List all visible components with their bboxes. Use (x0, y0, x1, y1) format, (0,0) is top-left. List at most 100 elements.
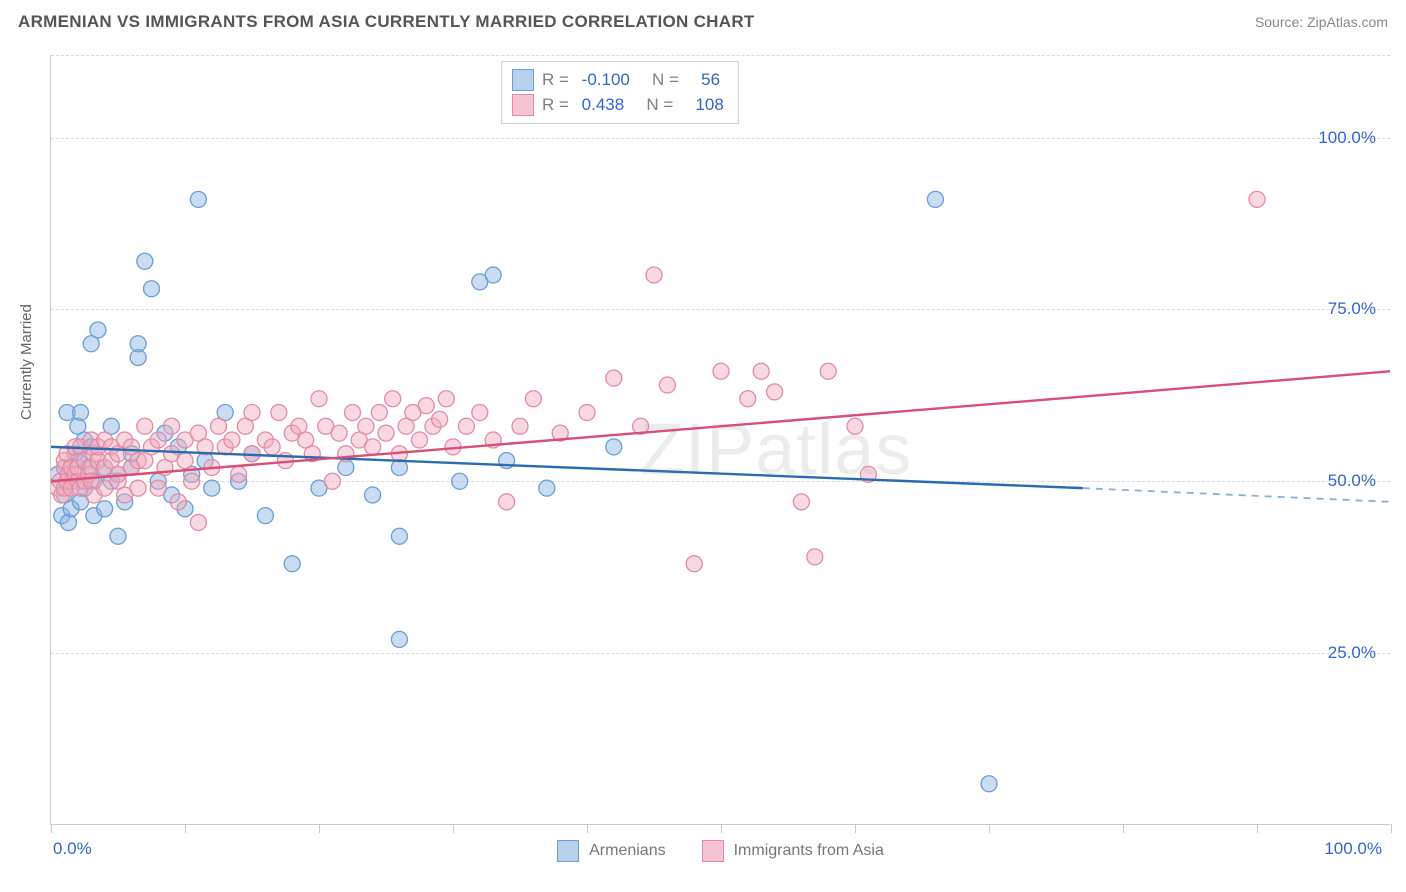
stat-n-value: 56 (692, 68, 720, 93)
x-tick (51, 824, 52, 833)
data-point (284, 556, 300, 572)
data-point (190, 191, 206, 207)
data-point (767, 384, 783, 400)
data-point (418, 398, 434, 414)
data-point (499, 494, 515, 510)
data-point (512, 418, 528, 434)
data-point (412, 432, 428, 448)
x-tick (1123, 824, 1124, 833)
data-point (472, 405, 488, 421)
x-tick (989, 824, 990, 833)
data-point (579, 405, 595, 421)
data-point (130, 336, 146, 352)
stats-row: R = -0.100 N = 56 (512, 68, 724, 93)
data-point (90, 322, 106, 338)
data-point (606, 439, 622, 455)
data-point (847, 418, 863, 434)
data-point (72, 405, 88, 421)
x-tick (721, 824, 722, 833)
legend-item: Immigrants from Asia (702, 840, 884, 862)
data-point (452, 473, 468, 489)
data-point (740, 391, 756, 407)
stats-row: R = 0.438 N = 108 (512, 93, 724, 118)
data-point (539, 480, 555, 496)
data-point (150, 480, 166, 496)
data-point (271, 405, 287, 421)
data-point (438, 391, 454, 407)
correlation-stats-box: R = -0.100 N = 56R = 0.438 N = 108 (501, 61, 739, 124)
data-point (646, 267, 662, 283)
stat-n-label: N = (632, 93, 678, 118)
data-point (686, 556, 702, 572)
source-attribution: Source: ZipAtlas.com (1255, 14, 1388, 30)
data-point (345, 405, 361, 421)
plot-area: ZIPatlas R = -0.100 N = 56R = 0.438 N = … (50, 55, 1390, 825)
data-point (606, 370, 622, 386)
data-point (331, 425, 347, 441)
data-point (150, 432, 166, 448)
data-point (244, 405, 260, 421)
x-tick (855, 824, 856, 833)
legend-label: Armenians (589, 842, 665, 860)
x-tick (587, 824, 588, 833)
legend-swatch (702, 840, 724, 862)
data-point (365, 439, 381, 455)
data-point (358, 418, 374, 434)
data-point (97, 501, 113, 517)
data-point (391, 528, 407, 544)
data-point (177, 453, 193, 469)
data-point (981, 776, 997, 792)
data-point (137, 418, 153, 434)
data-point (485, 267, 501, 283)
y-tick-label: 100.0% (1318, 128, 1376, 148)
data-point (365, 487, 381, 503)
stat-r-label: R = (542, 93, 574, 118)
data-point (1249, 191, 1265, 207)
x-tick (1257, 824, 1258, 833)
legend-swatch (512, 94, 534, 116)
data-point (311, 391, 327, 407)
data-point (204, 480, 220, 496)
stat-r-value: -0.100 (582, 68, 630, 93)
data-point (525, 391, 541, 407)
data-point (927, 191, 943, 207)
data-point (659, 377, 675, 393)
legend-item: Armenians (557, 840, 665, 862)
data-point (164, 418, 180, 434)
data-point (378, 425, 394, 441)
data-point (211, 418, 227, 434)
data-point (324, 473, 340, 489)
data-point (224, 432, 240, 448)
data-point (184, 473, 200, 489)
data-point (713, 363, 729, 379)
x-tick (453, 824, 454, 833)
bottom-legend: Armenians Immigrants from Asia (51, 840, 1390, 862)
data-point (820, 363, 836, 379)
x-tick (185, 824, 186, 833)
data-point (753, 363, 769, 379)
data-point (391, 631, 407, 647)
data-point (170, 494, 186, 510)
data-point (432, 411, 448, 427)
data-point (458, 418, 474, 434)
stat-r-value: 0.438 (582, 93, 625, 118)
legend-swatch (557, 840, 579, 862)
data-point (807, 549, 823, 565)
data-point (137, 253, 153, 269)
chart-title: ARMENIAN VS IMMIGRANTS FROM ASIA CURRENT… (18, 12, 755, 32)
data-point (793, 494, 809, 510)
data-point (190, 515, 206, 531)
y-axis-label: Currently Married (18, 304, 35, 420)
data-point (264, 439, 280, 455)
data-point (231, 466, 247, 482)
stat-n-label: N = (638, 68, 684, 93)
stat-n-value: 108 (686, 93, 724, 118)
data-point (371, 405, 387, 421)
x-tick (319, 824, 320, 833)
data-point (110, 528, 126, 544)
y-tick-label: 25.0% (1328, 643, 1376, 663)
chart-svg (51, 55, 1390, 824)
stat-r-label: R = (542, 68, 574, 93)
data-point (144, 281, 160, 297)
x-tick (1391, 824, 1392, 833)
